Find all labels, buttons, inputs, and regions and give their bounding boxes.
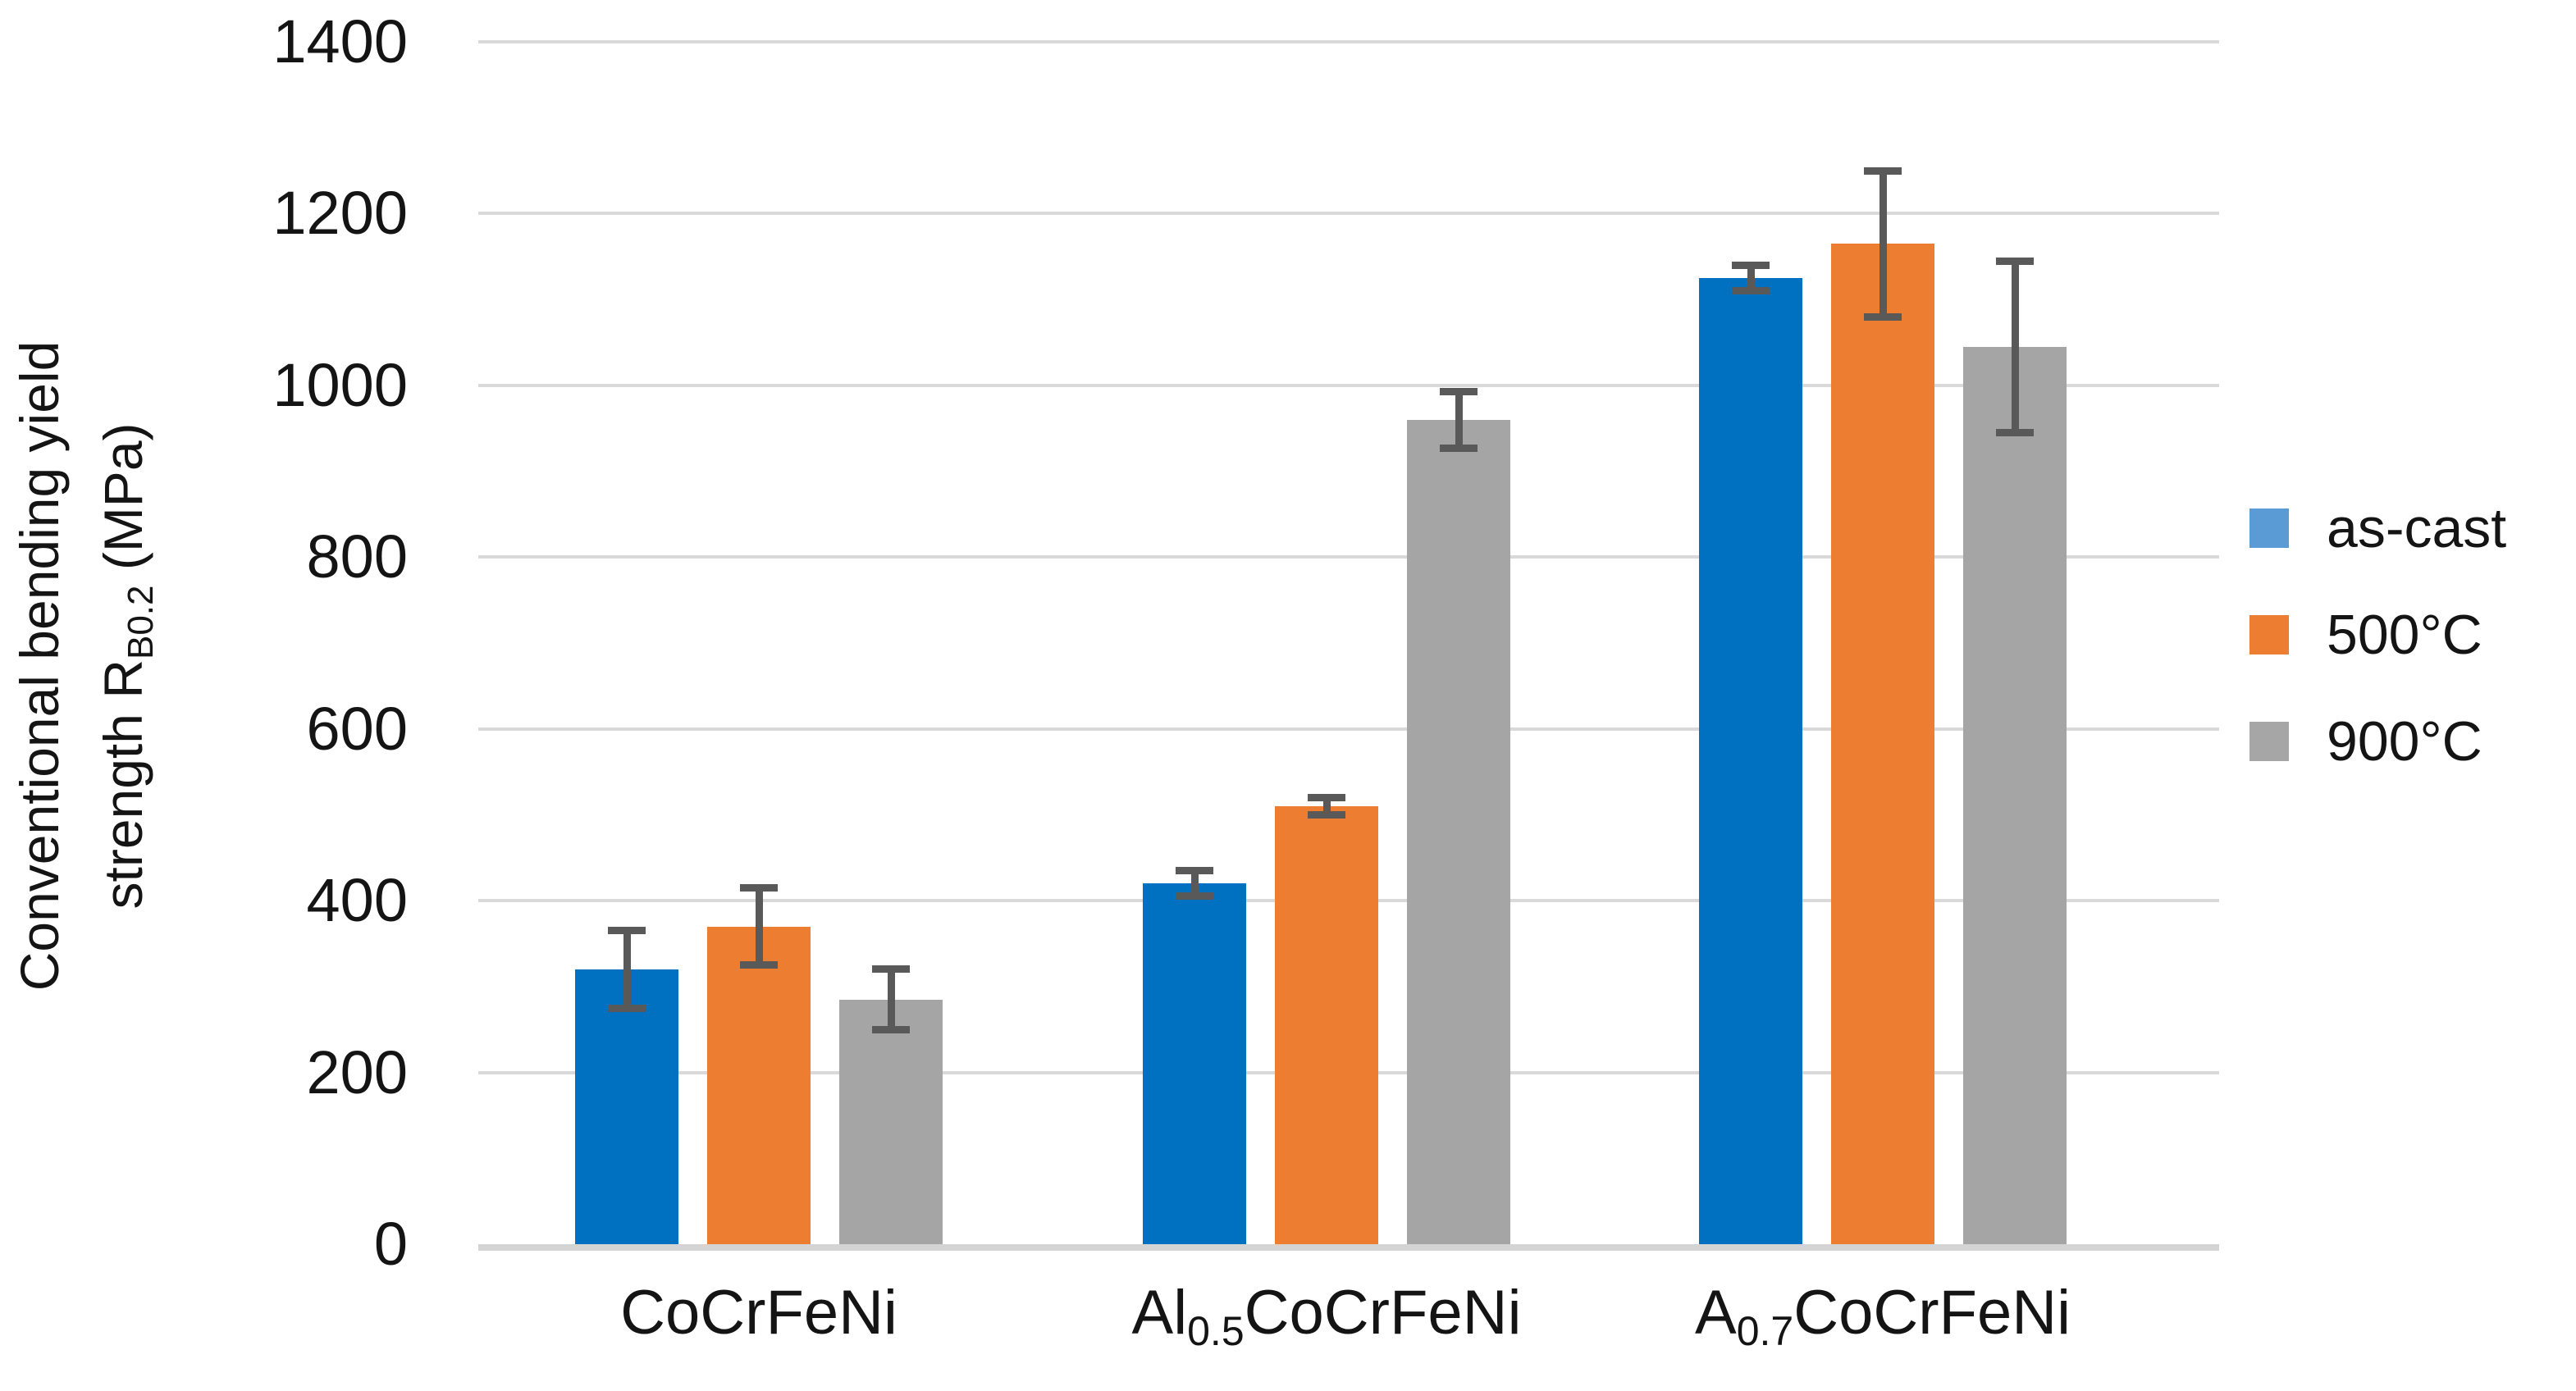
category-text-post: CoCrFeNi [1793,1278,2071,1348]
y-tick-label: 1400 [272,7,408,75]
y-tick-label: 800 [306,522,408,591]
bar-as-cast-CoCrFeNi [575,969,678,1244]
error-bar-cap [1732,261,1770,269]
x-category-label-cocrfeni: CoCrFeNi [620,1276,897,1368]
legend-swatch-500c [2249,615,2289,654]
error-bar-line [1455,391,1463,449]
legend-label: 500°C [2327,604,2482,666]
legend-item-500c: 500°C [2249,607,2482,663]
legend-label: 900°C [2327,710,2482,773]
x-axis-baseline [478,1244,2219,1251]
error-bar-line [1879,171,1887,317]
y-tick-label: 0 [373,1210,408,1278]
error-bar-line [623,930,631,1009]
gridline [478,727,2219,731]
error-bar-line [2011,261,2019,433]
category-subscript: 0.5 [1187,1308,1245,1354]
error-bar-cap [1176,892,1213,901]
legend-swatch-as-cast [2249,509,2289,548]
gridline [478,212,2219,216]
legend-label: as-cast [2327,497,2507,559]
y-axis-title-subscript: B0.2 [121,585,162,660]
error-bar-cap [1440,444,1478,452]
x-category-label-al05cocrfeni: Al0.5CoCrFeNi [1132,1276,1522,1368]
legend-item-as-cast: as-cast [2249,500,2506,556]
error-bar-cap [608,1004,646,1012]
x-category-label-a07cocrfeni: A0.7CoCrFeNi [1695,1276,2071,1368]
bar-as-cast-Al0.5CoCrFeNi [1143,883,1246,1244]
legend-item-900c: 900°C [2249,710,2482,773]
error-bar-cap [1732,287,1770,295]
y-tick-label: 600 [306,694,408,763]
category-text: Al [1131,1278,1188,1348]
y-tick-label: 200 [306,1038,408,1106]
error-bar-cap [872,965,910,974]
y-tick-label: 1000 [272,350,408,419]
error-bar-cap [1176,866,1213,874]
error-bar-cap [1864,166,1902,175]
gridline [478,555,2219,559]
y-tick-label: 400 [306,866,408,935]
error-bar-line [755,887,763,965]
error-bar-line [887,969,895,1030]
legend-swatch-900c [2249,722,2289,761]
error-bar-cap [740,883,778,892]
error-bar-line [1747,265,1755,291]
error-bar-line [1190,870,1199,896]
error-bar-cap [1996,257,2034,265]
bar-500°C-Al0.5CoCrFeNi [1275,805,1378,1244]
bar-500°C-A0.7CoCrFeNi [1831,244,1934,1244]
error-bar-cap [1308,810,1345,819]
bar-900°C-CoCrFeNi [839,999,943,1244]
bar-as-cast-A0.7CoCrFeNi [1699,277,1802,1244]
gridline [478,383,2219,387]
y-tick-label: 1200 [272,179,408,248]
category-text: A [1694,1278,1737,1348]
error-bar-cap [608,927,646,935]
category-text: CoCrFeNi [620,1278,897,1348]
error-bar-cap [1864,312,1902,321]
bar-500°C-CoCrFeNi [707,926,811,1244]
error-bar-cap [872,1025,910,1033]
bar-900°C-Al0.5CoCrFeNi [1407,419,1510,1244]
category-subscript: 0.7 [1736,1308,1794,1354]
error-bar-line [1322,797,1331,815]
bar-900°C-A0.7CoCrFeNi [1963,346,2067,1244]
error-bar-cap [1308,793,1345,801]
category-text-post: CoCrFeNi [1244,1278,1522,1348]
gridline [478,40,2219,43]
error-bar-cap [740,961,778,969]
error-bar-cap [1440,387,1478,395]
y-axis-title-line1: Conventional bending yield [8,340,70,992]
error-bar-cap [1996,428,2034,436]
